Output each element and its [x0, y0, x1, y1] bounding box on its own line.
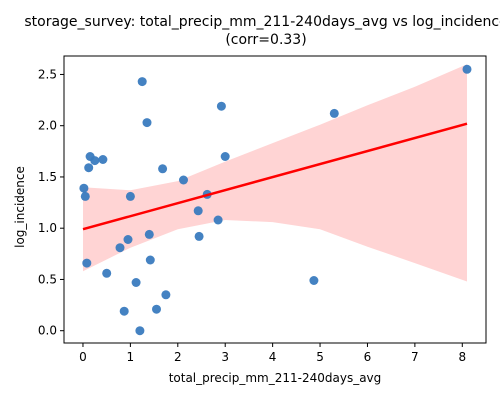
plot-frame: [63, 55, 487, 344]
data-point: [213, 215, 223, 225]
y-tick-label: 0.0: [38, 324, 57, 338]
y-axis-label: log_incidence: [13, 166, 27, 248]
data-point: [220, 152, 230, 161]
data-point: [329, 108, 339, 118]
data-point: [115, 243, 125, 253]
data-point: [135, 326, 145, 336]
data-point: [90, 156, 100, 166]
data-point: [131, 278, 141, 287]
data-point: [309, 276, 319, 285]
x-tick-label: 8: [458, 350, 466, 364]
x-tick-label: 6: [364, 350, 372, 364]
x-tick-label: 2: [174, 350, 182, 364]
data-point: [152, 304, 161, 314]
x-axis-label: total_precip_mm_211-240days_avg: [169, 371, 382, 385]
data-point: [98, 155, 108, 164]
x-tick-label: 3: [221, 350, 229, 364]
regression-line: [82, 122, 468, 231]
data-point: [158, 164, 168, 174]
confidence-band: [83, 64, 467, 282]
data-point: [82, 258, 92, 268]
data-point: [79, 183, 89, 193]
data-point: [216, 101, 226, 111]
x-tick-label: 7: [411, 350, 419, 364]
data-point: [84, 163, 94, 173]
data-point: [137, 77, 147, 87]
data-point: [179, 175, 188, 185]
data-point: [144, 229, 154, 239]
x-tick-label: 4: [269, 350, 277, 364]
chart-title: storage_survey: total_precip_mm_211-240d…: [24, 14, 500, 30]
x-tick-label: 5: [316, 350, 324, 364]
data-point: [462, 64, 472, 74]
y-tick-label: 2.0: [38, 119, 57, 133]
data-point: [161, 290, 171, 300]
data-point: [193, 206, 203, 216]
plot-area: 0 1 2 3 4 5 6 7 8 0.0 0.5 1.0 1.5 2.0 2.5: [38, 55, 487, 364]
x-tick-label: 0: [79, 350, 87, 364]
chart-subtitle: (corr=0.33): [225, 32, 306, 48]
data-point: [145, 255, 155, 265]
data-point: [142, 118, 152, 128]
data-point: [80, 191, 90, 201]
y-tick-label: 2.5: [38, 67, 57, 81]
data-point: [125, 191, 135, 201]
y-tick-label: 1.0: [38, 221, 57, 235]
data-point: [119, 306, 129, 316]
data-point: [102, 268, 112, 278]
y-tick-label: 1.5: [38, 170, 57, 184]
x-tick-label: 1: [127, 350, 135, 364]
data-point: [123, 235, 133, 244]
data-point: [194, 231, 204, 241]
y-tick-label: 0.5: [38, 272, 57, 286]
